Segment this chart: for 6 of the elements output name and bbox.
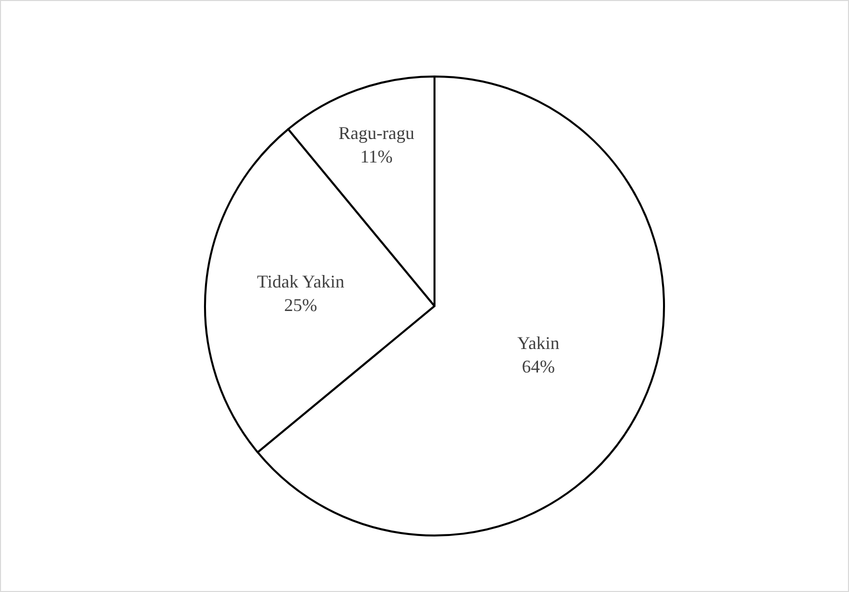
data-label: 25% xyxy=(284,295,318,316)
slice-label: Ragu-ragu xyxy=(338,123,414,144)
data-label: 64% xyxy=(522,356,555,377)
slice-label: Tidak Yakin xyxy=(256,272,344,292)
data-label: 11% xyxy=(360,146,393,166)
slice-label: Yakin xyxy=(517,333,560,354)
